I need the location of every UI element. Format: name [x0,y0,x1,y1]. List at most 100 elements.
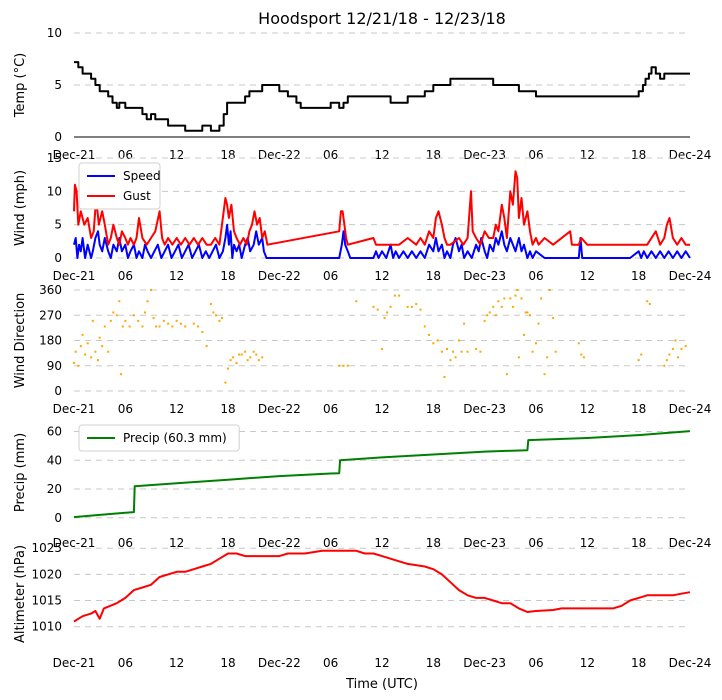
x-tick-label: Dec-23 [463,656,506,670]
data-point [215,314,218,317]
x-tick-label: Dec-21 [53,402,96,416]
x-tick-label: 18 [220,269,235,283]
x-tick-label: 06 [118,269,133,283]
y-tick-label: 180 [39,334,62,348]
x-tick-label: 18 [631,269,646,283]
y-tick-label: 5 [54,78,62,92]
data-point [509,297,512,300]
data-point [158,325,161,328]
data-point [663,364,666,367]
legend-precip: Precip (60.3 mm) [78,424,240,452]
x-tick-label: Dec-24 [669,402,712,416]
data-point [150,289,152,291]
data-point [680,347,683,350]
data-point [410,305,413,308]
data-point [197,325,200,328]
data-point [118,300,121,303]
data-point [192,322,195,325]
data-point [540,297,543,300]
data-point [524,311,527,314]
data-point [205,345,208,348]
x-tick-label: 18 [220,656,235,670]
data-point [677,356,680,359]
data-point [201,331,204,334]
data-point [155,325,158,328]
data-point [548,289,551,291]
data-point [101,345,104,348]
x-tick-label: 12 [374,148,389,162]
x-tick-label: 06 [323,656,338,670]
data-point [423,325,426,328]
x-tick-label: Dec-23 [463,269,506,283]
data-point [497,300,500,303]
data-point [415,303,418,306]
data-point [393,294,396,297]
data-point [261,356,264,359]
data-point [505,373,508,376]
x-tick-label: 12 [169,269,184,283]
data-point [381,347,383,350]
legend-label: Speed [123,169,161,183]
x-tick-label: Dec-24 [669,148,712,162]
data-point [244,350,247,353]
data-point [665,359,668,362]
data-point [488,311,491,314]
x-tick-label: Dec-24 [669,269,712,283]
x-tick-label: 12 [580,269,595,283]
x-tick-label: 12 [169,656,184,670]
x-tick-label: 06 [118,536,133,550]
x-tick-label: 18 [220,402,235,416]
data-point [383,317,386,320]
x-tick-label: 12 [580,148,595,162]
data-point [232,356,235,359]
data-point [517,356,520,359]
data-point [74,350,77,353]
series-dir [73,289,687,384]
data-point [246,359,249,362]
data-point [529,314,532,317]
y-axis-label: Wind Direction [13,293,28,389]
x-tick-label: Dec-21 [53,148,96,162]
data-point [494,314,497,317]
x-tick-label: 12 [374,269,389,283]
x-tick-label: 06 [118,148,133,162]
data-point [668,353,671,356]
x-tick-label: 18 [631,402,646,416]
data-point [419,308,422,311]
y-tick-label: 0 [54,511,62,525]
data-point [218,319,221,322]
y-tick-label: 5 [54,218,62,232]
data-point [255,353,258,356]
x-tick-label: 12 [374,536,389,550]
y-tick-label: 60 [47,425,62,439]
data-point [94,350,97,353]
y-tick-label: 0 [54,384,62,398]
data-point [580,353,583,356]
data-point [398,294,401,297]
data-point [646,300,649,303]
x-tick-label: 12 [580,402,595,416]
data-point [372,305,375,308]
data-point [443,375,446,378]
legend-label: Gust [123,189,151,203]
data-point [582,356,585,359]
data-point [520,297,523,300]
x-tick-label: 18 [426,536,441,550]
data-point [162,319,165,322]
x-tick-label: 18 [220,148,235,162]
y-tick-label: 0 [54,130,62,144]
x-axis-label: Time (UTC) [345,677,418,692]
data-point [355,300,358,303]
data-point [454,356,457,359]
data-point [90,356,93,359]
data-point [86,342,89,345]
data-point [338,364,341,367]
data-point [449,359,452,362]
y-axis-label: Temp (°C) [13,53,28,119]
x-tick-label: 18 [426,656,441,670]
x-tick-label: 12 [169,402,184,416]
y-axis-label: Precip (mm) [13,433,28,512]
y-tick-label: 1020 [31,567,62,581]
data-point [537,322,540,325]
data-point [109,319,112,322]
